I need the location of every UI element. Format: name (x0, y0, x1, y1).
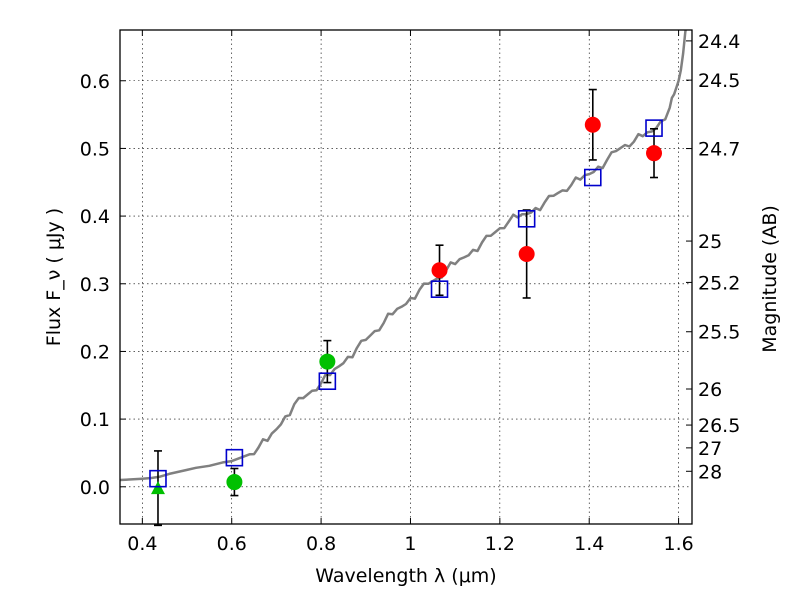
plot-area (120, 30, 692, 524)
y-tick-label: 0.5 (80, 138, 110, 160)
x-tick-label: 1.6 (663, 533, 693, 555)
y-tick-label: 0.4 (80, 206, 110, 228)
model-point-square (583, 168, 602, 187)
model-point-square (430, 280, 449, 298)
y-tick-label: 0.1 (80, 409, 110, 431)
x-axis-ticks: 0.4 0.6 0.8 1 1.2 1.4 1.6 (127, 30, 694, 555)
y2-axis-label: Magnitude (AB) (759, 205, 781, 353)
x-tick-label: 1.4 (574, 533, 604, 555)
data-point (431, 262, 448, 279)
model-point-square (318, 372, 337, 391)
x-tick-label: 1 (404, 533, 416, 555)
data-markers (149, 116, 663, 495)
y2-tick-label: 26.5 (698, 415, 740, 437)
y2-tick-label: 26 (698, 379, 722, 401)
y2-tick-label: 25 (698, 231, 722, 253)
plot-frame (119, 29, 693, 525)
x-tick-label: 0.4 (127, 533, 157, 555)
y-axis-ticks: 0.0 0.1 0.2 0.3 0.4 0.5 0.6 (80, 71, 126, 499)
model-spectrum (120, 30, 687, 482)
y2-tick-label: 24.7 (698, 139, 740, 161)
data-point (518, 245, 535, 262)
y2-tick-label: 27 (698, 438, 722, 460)
y2-tick-label: 24.5 (698, 70, 740, 92)
model-point-square (225, 448, 244, 467)
x-tick-label: 1.2 (485, 533, 515, 555)
model-point-square (517, 210, 536, 228)
model-point-square (149, 469, 167, 488)
data-point-triangle (150, 481, 165, 495)
data-point (319, 353, 336, 370)
data-point (646, 145, 663, 162)
y-axis-label: Flux F_ν ( μJy ) (43, 208, 65, 346)
y2-tick-label: 28 (698, 461, 722, 483)
y2-tick-label: 25.5 (698, 322, 740, 344)
y-tick-label: 0.0 (80, 477, 110, 499)
data-point (584, 116, 601, 133)
x-tick-label: 0.6 (217, 533, 247, 555)
y2-tick-label: 24.4 (698, 31, 740, 53)
data-point (226, 474, 243, 491)
y-tick-label: 0.3 (80, 274, 110, 296)
y-tick-label: 0.2 (80, 341, 110, 363)
y2-tick-label: 25.2 (698, 272, 740, 294)
spectrum-line (120, 30, 687, 482)
grid-lines (120, 30, 692, 524)
y-tick-label: 0.6 (80, 71, 110, 93)
x-axis-label: Wavelength λ (μm) (315, 565, 496, 587)
x-tick-label: 0.8 (306, 533, 336, 555)
model-point-square (645, 119, 663, 137)
